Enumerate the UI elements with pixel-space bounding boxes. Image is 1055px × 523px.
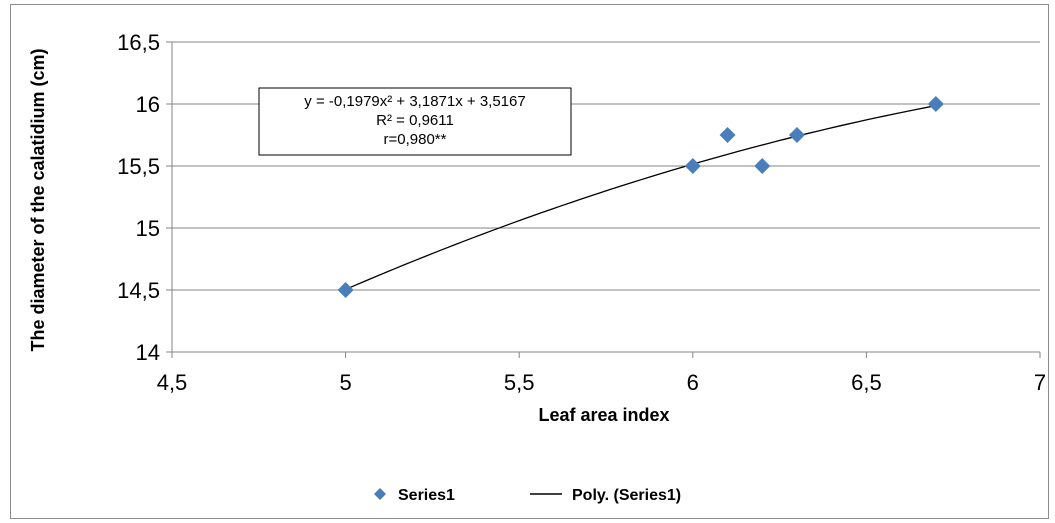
data-point [719,127,736,143]
y-axis-title: The diameter of the calatidium (cm) [28,48,48,351]
x-tick-label: 4,5 [157,370,188,395]
x-tick-label: 6,5 [851,370,882,395]
y-tick-label: 16,5 [117,30,160,55]
data-point [927,96,944,112]
tick-labels: 14 14,5 15 15,5 16 16,5 4,5 5 5,5 6 6,5 7 [117,30,1046,395]
data-point [788,127,805,143]
x-tick-label: 6 [687,370,699,395]
data-point [684,158,701,174]
data-point [337,282,354,298]
y-tick-label: 15,5 [117,154,160,179]
r-squared-line: R² = 0,9611 [376,112,454,129]
x-tick-label: 5,5 [504,370,535,395]
legend-series1-label: Series1 [398,487,455,504]
legend-series1-marker [374,488,386,500]
equation-box: y = -0,1979x² + 3,1871x + 3,5167 R² = 0,… [258,87,572,156]
equation-box-border [258,87,572,156]
data-points [337,96,944,298]
trendline [345,105,936,291]
y-tick-label: 14,5 [117,278,160,303]
y-tick-label: 15 [136,216,160,241]
axes [171,42,1040,353]
x-tick-label: 7 [1034,370,1046,395]
legend: Series1 Poly. (Series1) [374,487,681,504]
trendline-path [345,105,936,291]
legend-trendline-label: Poly. (Series1) [572,487,681,504]
y-tick-label: 14 [136,340,160,365]
equation-line: y = -0,1979x² + 3,1871x + 3,5167 [304,93,525,110]
x-axis-title: Leaf area index [538,405,669,425]
x-tick-label: 5 [339,370,351,395]
y-tick-label: 16 [136,92,160,117]
gridlines [166,41,1041,358]
correlation-line: r=0,980** [384,131,447,148]
data-point [754,158,771,174]
